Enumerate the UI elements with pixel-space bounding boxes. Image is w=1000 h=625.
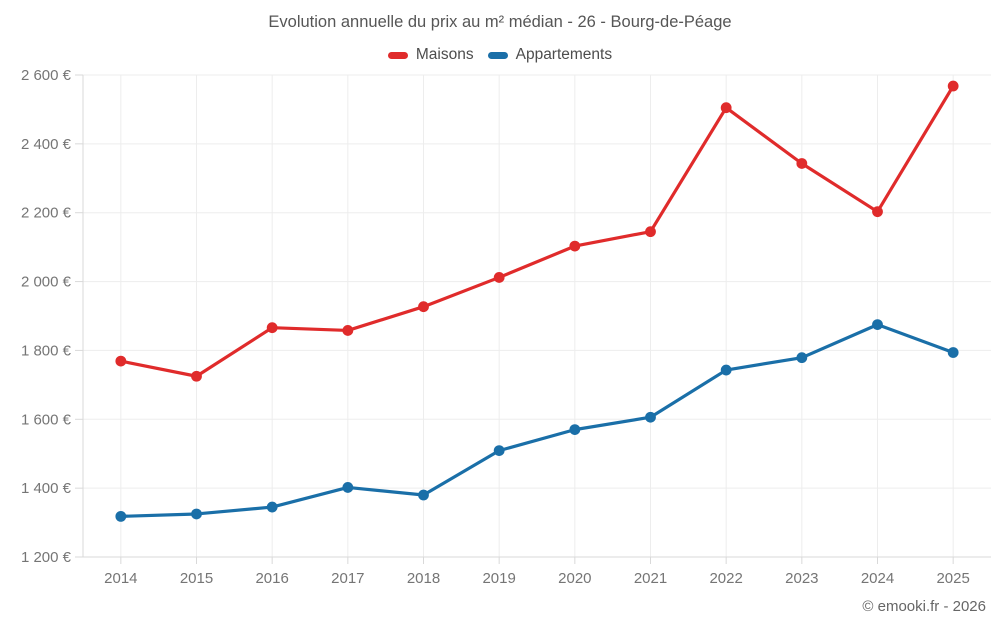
data-point-appartements-2019[interactable] [493,445,505,457]
y-axis-label: 1 200 € [21,549,72,566]
x-axis-label: 2022 [709,570,742,587]
legend-label-maisons: Maisons [415,46,474,63]
data-point-appartements-2014[interactable] [115,510,127,522]
data-point-appartements-2016[interactable] [266,501,278,513]
data-point-maisons-2019[interactable] [493,272,505,283]
series-line-appartements [119,323,955,518]
data-point-appartements-2022[interactable] [720,364,732,376]
x-axis-label: 2023 [785,570,818,587]
data-point-maisons-2022[interactable] [720,102,732,114]
y-axis-label: 1 400 € [21,480,72,497]
data-point-maisons-2021[interactable] [645,226,656,238]
data-point-maisons-2020[interactable] [569,240,581,252]
data-point-maisons-2015[interactable] [191,370,202,382]
data-point-appartements-2017[interactable] [342,482,354,493]
y-axis-label: 2 400 € [21,136,72,153]
y-axis-label: 2 600 € [21,67,72,84]
data-point-maisons-2023[interactable] [796,158,808,169]
series-line-maisons [119,84,955,378]
data-point-appartements-2021[interactable] [645,411,656,423]
data-point-appartements-2023[interactable] [796,352,808,364]
legend-item-appartements[interactable]: Appartements [487,46,613,64]
data-point-maisons-2014[interactable] [115,355,127,367]
chart-title: Evolution annuelle du prix au m² médian … [268,13,732,31]
legend-swatch-maisons-icon [387,51,408,59]
x-axis-label: 2025 [936,570,969,587]
data-point-appartements-2015[interactable] [191,508,202,520]
data-point-appartements-2020[interactable] [569,424,581,436]
data-point-appartements-2018[interactable] [418,489,429,501]
legend-label-appartements: Appartements [515,46,613,63]
legend-item-maisons[interactable]: Maisons [387,46,474,64]
x-axis-label: 2016 [255,570,288,587]
x-axis-label: 2024 [861,570,894,587]
y-axis-label: 1 600 € [21,411,72,428]
y-axis-label: 1 800 € [21,342,72,359]
legend-swatch-appartements-icon [487,51,508,59]
data-point-maisons-2017[interactable] [342,325,354,336]
data-point-maisons-2018[interactable] [418,301,429,313]
x-axis-label: 2014 [104,570,137,587]
data-point-appartements-2024[interactable] [872,319,883,331]
data-point-maisons-2024[interactable] [872,206,883,218]
watermark-credit: © emooki.fr - 2026 [862,598,986,615]
x-axis-label: 2019 [482,570,515,587]
y-axis-label: 2 200 € [21,205,72,222]
x-axis-label: 2018 [407,570,440,587]
data-point-maisons-2016[interactable] [266,322,278,334]
data-point-maisons-2025[interactable] [947,80,959,92]
chart-legend: Maisons Appartements [0,46,1000,64]
x-axis-label: 2020 [558,570,591,587]
x-axis-label: 2021 [634,570,667,587]
y-axis-label: 2 000 € [21,274,72,291]
data-point-appartements-2025[interactable] [947,347,959,358]
x-axis-label: 2017 [331,570,364,587]
x-axis-label: 2015 [180,570,213,587]
